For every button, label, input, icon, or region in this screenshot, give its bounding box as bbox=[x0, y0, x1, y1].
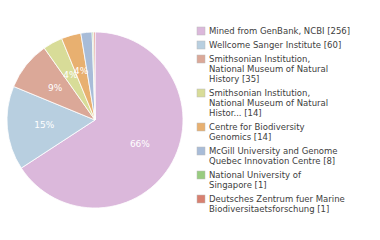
data-label: 9% bbox=[48, 83, 63, 93]
legend-item: McGill University and GenomeQuebec Innov… bbox=[197, 146, 338, 166]
chart: 66%15%9%4%4%Mined from GenBank, NCBI [25… bbox=[0, 0, 380, 240]
legend-label: Smithsonian Institution,National Museum … bbox=[209, 54, 328, 84]
legend-label-line: Genomics [14] bbox=[209, 132, 271, 142]
pie-slice bbox=[92, 32, 95, 120]
legend-swatch bbox=[197, 27, 205, 35]
legend-swatch bbox=[197, 123, 205, 131]
legend-swatch bbox=[197, 147, 205, 155]
legend-label-line: History [35] bbox=[209, 74, 259, 84]
legend-item: Smithsonian Institution,National Museum … bbox=[197, 88, 328, 118]
legend-item: Mined from GenBank, NCBI [256] bbox=[197, 26, 350, 36]
data-labels: 66%15%9%4%4% bbox=[34, 66, 150, 149]
legend-label: Mined from GenBank, NCBI [256] bbox=[209, 26, 350, 36]
legend-swatch bbox=[197, 55, 205, 63]
legend-label-line: National Museum of Natural bbox=[209, 64, 328, 74]
legend-label: National University ofSingapore [1] bbox=[209, 170, 302, 190]
legend-label-line: Smithsonian Institution, bbox=[209, 88, 310, 98]
legend-swatch bbox=[197, 89, 205, 97]
pie-slice bbox=[94, 32, 95, 120]
legend-label-line: Deutsches Zentrum fuer Marine bbox=[209, 194, 345, 204]
legend-label-line: Histor... [14] bbox=[209, 108, 262, 118]
legend-label: Centre for BiodiversityGenomics [14] bbox=[209, 122, 305, 142]
legend: Mined from GenBank, NCBI [256] Wellcome S… bbox=[197, 26, 350, 214]
legend-item: National University ofSingapore [1] bbox=[197, 170, 302, 190]
pie bbox=[7, 32, 183, 208]
data-label: 15% bbox=[34, 120, 54, 130]
legend-swatch bbox=[197, 195, 205, 203]
legend-label: Deutsches Zentrum fuer MarineBiodiversit… bbox=[209, 194, 345, 214]
legend-label: McGill University and GenomeQuebec Innov… bbox=[209, 146, 338, 166]
legend-label-line: National University of bbox=[209, 170, 302, 180]
legend-label-line: Centre for Biodiversity bbox=[209, 122, 305, 132]
legend-label: Wellcome Sanger Institute [60] bbox=[209, 40, 341, 50]
legend-item: Wellcome Sanger Institute [60] bbox=[197, 40, 341, 50]
pie-slice bbox=[81, 32, 95, 120]
legend-label-line: Quebec Innovation Centre [8] bbox=[209, 156, 335, 166]
data-label: 66% bbox=[130, 139, 150, 149]
legend-item: Smithsonian Institution,National Museum … bbox=[197, 54, 328, 84]
legend-label-line: Mined from GenBank, NCBI [256] bbox=[209, 26, 350, 36]
legend-label-line: Wellcome Sanger Institute [60] bbox=[209, 40, 341, 50]
legend-label: Smithsonian Institution,National Museum … bbox=[209, 88, 328, 118]
legend-item: Deutsches Zentrum fuer MarineBiodiversit… bbox=[197, 194, 345, 214]
legend-label-line: National Museum of Natural bbox=[209, 98, 328, 108]
data-label: 4% bbox=[74, 66, 89, 76]
legend-swatch bbox=[197, 41, 205, 49]
legend-label-line: Singapore [1] bbox=[209, 180, 267, 190]
legend-item: Centre for BiodiversityGenomics [14] bbox=[197, 122, 305, 142]
legend-label-line: Smithsonian Institution, bbox=[209, 54, 310, 64]
legend-label-line: Biodiversitaetsforschung [1] bbox=[209, 204, 329, 214]
legend-label-line: McGill University and Genome bbox=[209, 146, 338, 156]
legend-swatch bbox=[197, 171, 205, 179]
